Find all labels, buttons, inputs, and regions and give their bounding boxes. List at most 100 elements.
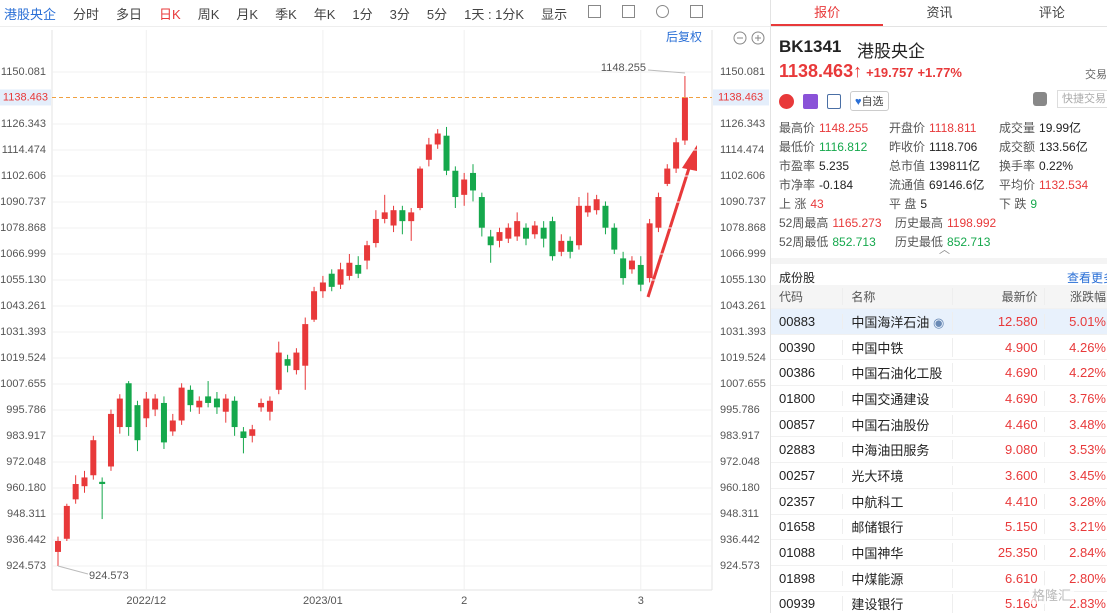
toolbar-item[interactable]: 3分 bbox=[389, 6, 410, 22]
candle-body bbox=[461, 179, 468, 195]
table-row[interactable]: 00386 中国石油化工股 4.690 4.22% bbox=[771, 360, 1107, 387]
pct: +1.77% bbox=[917, 65, 962, 80]
table-row[interactable]: 02883 中海油田服务 9.080 3.53% bbox=[771, 437, 1107, 464]
toolbar-item[interactable]: 周K bbox=[197, 6, 220, 22]
more-link[interactable]: 查看更多 bbox=[1067, 271, 1107, 285]
cell: 6.610 bbox=[953, 570, 1045, 586]
table-row[interactable]: 00939 建设银行 5.160 2.83% bbox=[771, 592, 1107, 613]
icon[interactable] bbox=[690, 5, 704, 18]
tab[interactable]: 评论 bbox=[1038, 5, 1065, 20]
y-tick-label-right: 960.180 bbox=[720, 482, 760, 494]
section-header: 成份股 查看更多 bbox=[771, 258, 1107, 288]
y-tick-label-right: 1114.474 bbox=[720, 144, 764, 156]
icon[interactable] bbox=[827, 93, 841, 109]
table-header: 代码 名称 最新价 涨跌幅 bbox=[771, 285, 1107, 309]
stat-row: 市盈率 5.235 总市值 139811亿 换手率 0.22% bbox=[779, 157, 1107, 176]
tab[interactable]: 报价 bbox=[771, 0, 884, 26]
candle-body bbox=[107, 413, 114, 467]
candle-body bbox=[620, 258, 627, 279]
y-tick-label: 1078.868 bbox=[0, 222, 46, 234]
candle-body bbox=[328, 273, 335, 287]
tab[interactable]: 资讯 bbox=[926, 5, 953, 20]
toolbar-item[interactable]: 显示 bbox=[541, 6, 568, 22]
bell[interactable] bbox=[1033, 92, 1047, 106]
quote-panel: 报价 资讯 评论 BK1341 港股央企 1138.463↑ +19.757 +1.77… bbox=[770, 0, 1107, 613]
candle-body bbox=[496, 232, 503, 241]
cell: 邮储银行 bbox=[843, 517, 954, 537]
y-tick-label-right: 972.048 bbox=[720, 456, 760, 468]
zoom-in[interactable] bbox=[751, 31, 765, 45]
table-row[interactable]: 00883 中国海洋石油 ◉ 12.580 5.01% bbox=[771, 309, 1107, 335]
cell: 中国中铁 bbox=[843, 337, 954, 357]
toolbar-item[interactable]: 季K bbox=[275, 6, 297, 22]
checkbox[interactable] bbox=[588, 5, 602, 18]
cell: 02883 bbox=[771, 442, 844, 458]
x-tick-label: 3 bbox=[638, 595, 644, 607]
icon[interactable] bbox=[622, 5, 636, 18]
icon[interactable] bbox=[656, 5, 670, 18]
cell: 3.600 bbox=[953, 467, 1045, 483]
y-tick-label-right: 1055.130 bbox=[720, 274, 766, 286]
cell: 4.900 bbox=[953, 339, 1045, 355]
toolbar-item[interactable]: 港股央企 bbox=[4, 6, 57, 22]
cell: 01658 bbox=[771, 519, 844, 535]
toolbar-item[interactable]: 分时 bbox=[73, 6, 100, 22]
icon[interactable] bbox=[779, 93, 794, 109]
header-cell: 涨跌幅 bbox=[1069, 290, 1106, 304]
cell: 00939 bbox=[771, 596, 844, 612]
stat-value: 852.713 bbox=[832, 235, 876, 249]
stat: 52周最低 852.713 bbox=[779, 233, 895, 252]
toolbar-item[interactable]: 日K bbox=[159, 6, 181, 22]
candle-body bbox=[81, 477, 88, 487]
x-tick-label: 2 bbox=[461, 595, 467, 607]
table-row[interactable]: 01898 中煤能源 6.610 2.80% bbox=[771, 566, 1107, 592]
y-tick-label-right: 948.311 bbox=[720, 508, 759, 520]
zoom-out[interactable] bbox=[733, 31, 747, 45]
toolbar-item[interactable]: 月K bbox=[236, 6, 259, 22]
stat-label: 平 盘 bbox=[889, 197, 917, 211]
quick-trade[interactable]: 快捷交易 bbox=[1057, 90, 1107, 108]
icon[interactable] bbox=[803, 93, 818, 109]
toolbar-item[interactable]: 多日 bbox=[116, 6, 143, 22]
trade[interactable]: 交易 bbox=[1085, 69, 1107, 81]
y-tick-label: 1043.261 bbox=[0, 300, 46, 312]
header-cell: 最新价 bbox=[953, 288, 1045, 305]
stats: 最高价 1148.255 开盘价 1118.811 成交量 19.99亿 最低价 1116.8… bbox=[779, 119, 1107, 252]
y-tick-label: 995.786 bbox=[6, 404, 46, 416]
adjust-button[interactable]: 后复权 bbox=[666, 30, 702, 44]
stat-row: 最高价 1148.255 开盘价 1118.811 成交量 19.99亿 bbox=[779, 119, 1107, 138]
stat-label: 昨收价 bbox=[889, 140, 926, 154]
stat-row: 52周最高 1165.273 历史最高 1198.992 bbox=[779, 214, 1107, 233]
table-row[interactable]: 02357 中航科工 4.410 3.28% bbox=[771, 489, 1107, 515]
candle-body bbox=[602, 205, 609, 228]
y-tick-label-right: 1150.081 bbox=[720, 66, 765, 78]
constituents-table: 代码 名称 最新价 涨跌幅 00883 中国海洋石油 ◉ 12.580 5.01% 00390 中… bbox=[771, 285, 1107, 613]
stat-label: 上 涨 bbox=[779, 197, 807, 211]
table-row[interactable]: 01800 中国交通建设 4.690 3.76% bbox=[771, 386, 1107, 412]
cell: 中国海洋石油 ◉ bbox=[843, 311, 954, 331]
cell: 4.22% bbox=[1069, 365, 1106, 381]
toolbar-item[interactable]: 1天 : 1分K bbox=[464, 6, 525, 22]
cell: 3.76% bbox=[1069, 390, 1106, 406]
low-label: 924.573 bbox=[89, 570, 129, 582]
table-row[interactable]: 01088 中国神华 25.350 2.84% bbox=[771, 540, 1107, 566]
high-leader bbox=[647, 69, 685, 74]
toolbar-item[interactable]: 年K bbox=[313, 6, 336, 22]
toolbar-item[interactable]: 5分 bbox=[426, 6, 448, 22]
stat: 历史最高 1198.992 bbox=[895, 214, 1011, 233]
fav-button[interactable]: ♥自选 bbox=[850, 91, 889, 111]
table-row[interactable]: 00257 光大环境 3.600 3.45% bbox=[771, 463, 1107, 489]
collapse[interactable]: ︿ bbox=[939, 244, 950, 256]
cell: 4.410 bbox=[953, 493, 1045, 509]
cell: 2.84% bbox=[1069, 545, 1106, 561]
candle-body bbox=[293, 352, 300, 371]
eye-icon[interactable]: ◉ bbox=[929, 314, 945, 330]
table-row[interactable]: 00857 中国石油股份 4.460 3.48% bbox=[771, 412, 1107, 438]
table-row[interactable]: 01658 邮储银行 5.150 3.21% bbox=[771, 515, 1107, 541]
candle-body bbox=[628, 260, 635, 270]
toolbar-item[interactable]: 1分 bbox=[352, 6, 373, 22]
stat-label: 最低价 bbox=[779, 140, 816, 154]
stat: 总市值 139811亿 bbox=[889, 157, 999, 176]
table-row[interactable]: 00390 中国中铁 4.900 4.26% bbox=[771, 335, 1107, 361]
